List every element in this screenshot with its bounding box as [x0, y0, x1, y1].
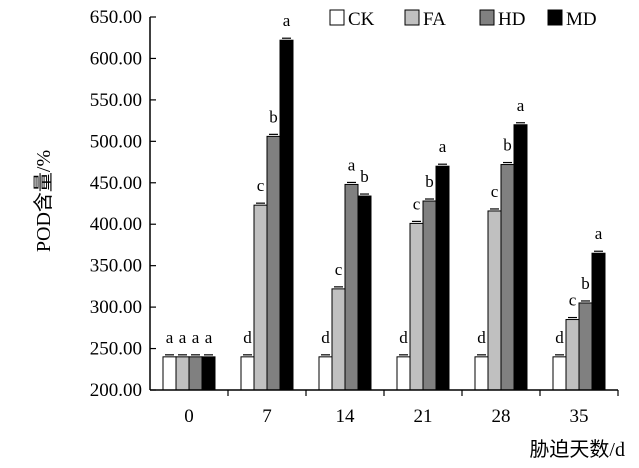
significance-label: a [517, 96, 525, 115]
significance-label: c [413, 194, 421, 213]
x-tick-label: 28 [492, 406, 511, 427]
legend-label: CK [348, 9, 375, 30]
bar-hd [266, 135, 281, 391]
significance-label: a [192, 328, 200, 347]
x-tick-label: 7 [262, 406, 272, 427]
significance-label: d [477, 328, 486, 347]
significance-label: a [439, 137, 447, 156]
y-tick-label: 200.00 [90, 380, 142, 401]
significance-label: b [425, 172, 434, 191]
y-tick-label: 300.00 [90, 297, 142, 318]
x-axis-title: 胁迫天数/d [529, 438, 625, 461]
y-tick-label: 650.00 [90, 7, 142, 28]
y-tick-label: 250.00 [90, 339, 142, 360]
significance-label: c [335, 260, 343, 279]
legend-swatch-fa [404, 9, 420, 26]
bar-ck [474, 356, 489, 391]
bar-fa [565, 319, 580, 391]
significance-label: a [179, 328, 187, 347]
bar-ck [240, 356, 255, 391]
significance-label: a [166, 328, 174, 347]
x-tick-label: 14 [336, 406, 356, 427]
bar-md [513, 124, 528, 391]
significance-label: c [569, 291, 577, 310]
bar-fa [487, 210, 502, 391]
bar-fa [409, 222, 424, 391]
bar-md [201, 356, 216, 391]
significance-label: a [348, 155, 356, 174]
legend-swatch-md [547, 9, 563, 26]
significance-label: a [205, 328, 213, 347]
significance-label: d [321, 328, 330, 347]
bar-fa [175, 356, 190, 391]
bar-hd [422, 200, 437, 391]
bar-fa [253, 204, 268, 391]
bar-ck [318, 356, 333, 391]
bar-md [435, 165, 450, 391]
bar-ck [396, 356, 411, 391]
bar-md [279, 39, 294, 391]
bar-ck [552, 356, 567, 391]
legend-label: FA [423, 9, 446, 30]
significance-label: d [555, 328, 564, 347]
x-tick-label: 0 [184, 406, 194, 427]
significance-label: b [269, 107, 278, 126]
bar-ck [162, 356, 177, 391]
legend-label: MD [566, 9, 597, 30]
bar-fa [331, 288, 346, 391]
significance-label: c [257, 176, 265, 195]
significance-label: c [491, 182, 499, 201]
legend-swatch-hd [479, 9, 495, 26]
y-tick-label: 500.00 [90, 131, 142, 152]
significance-label: d [243, 328, 252, 347]
legend: CK FA HD MD [329, 9, 597, 30]
x-tick-label: 35 [570, 406, 589, 427]
y-tick-label: 450.00 [90, 173, 142, 194]
bar-hd [500, 164, 515, 391]
significance-label: d [399, 328, 408, 347]
x-tick-label: 21 [414, 406, 433, 427]
bar-md [357, 195, 372, 391]
bar-series [162, 37, 606, 391]
bar-hd [344, 183, 359, 391]
x-axis-ticks: 0 7 14 21 28 35 [184, 390, 619, 427]
axes [149, 17, 618, 391]
legend-swatch-ck [329, 9, 345, 26]
bar-md [591, 252, 606, 391]
y-tick-label: 350.00 [90, 256, 142, 277]
y-axis-ticks: 200.00 250.00 300.00 350.00 400.00 450.00 500.… [90, 7, 156, 401]
significance-label: b [360, 167, 369, 186]
bar-hd [578, 302, 593, 391]
significance-label: a [595, 224, 603, 243]
bar-hd [188, 356, 203, 391]
significance-label: b [503, 136, 512, 155]
significance-label: b [581, 274, 590, 293]
y-tick-label: 400.00 [90, 214, 142, 235]
y-tick-label: 600.00 [90, 48, 142, 69]
significance-label: a [283, 11, 291, 30]
legend-label: HD [498, 9, 525, 30]
y-axis-title: POD含量/% [32, 150, 55, 252]
y-tick-label: 550.00 [90, 90, 142, 111]
